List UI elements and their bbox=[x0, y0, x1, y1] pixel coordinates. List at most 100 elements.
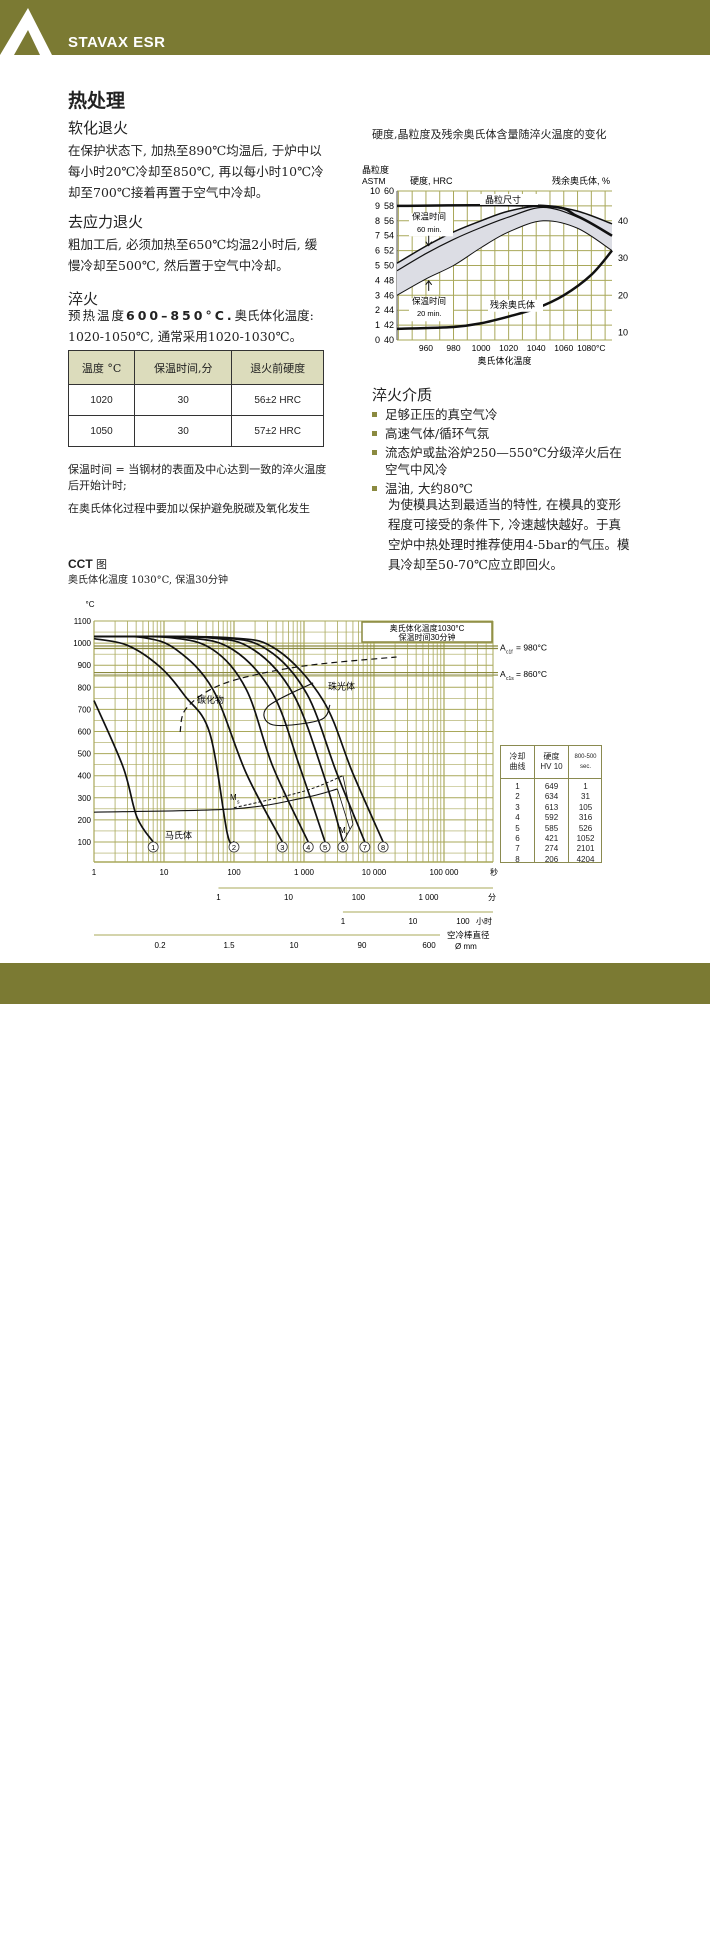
cct-subtitle: 奥氏体化温度 1030°C, 保温30分钟 bbox=[68, 575, 229, 586]
hours-unit: 小时 bbox=[476, 916, 492, 926]
bullet-icon bbox=[372, 450, 377, 455]
x-axis-label: 奥氏体化温度 bbox=[477, 355, 531, 366]
x-tick: 1080°C bbox=[577, 343, 605, 353]
x-tick-diameter: 0.2 bbox=[154, 941, 166, 950]
ac-label: A bbox=[500, 643, 506, 653]
seconds-unit: 秒 bbox=[490, 867, 498, 877]
ms-line bbox=[93, 788, 338, 813]
cell: 56±2 HRC bbox=[231, 384, 324, 416]
box-line: 保温时间30分钟 bbox=[399, 632, 456, 642]
y-tick: 300 bbox=[78, 794, 92, 803]
cct-title: CCT 图 bbox=[68, 556, 107, 572]
x-tick: 980 bbox=[446, 343, 460, 353]
astm-tick: 6 bbox=[375, 246, 380, 256]
mf-sub: f bbox=[346, 832, 348, 838]
x-tick-seconds: 1 000 bbox=[294, 868, 315, 877]
martensite-label: 马氏体 bbox=[165, 830, 192, 841]
table-cell: 4 bbox=[515, 813, 520, 823]
y-tick: 100 bbox=[78, 838, 92, 847]
y-tick: 500 bbox=[78, 750, 92, 759]
col-header: 温度 °C bbox=[67, 350, 136, 385]
ra-axis-label: 残余奥氏体, % bbox=[552, 175, 610, 186]
mf-bracket bbox=[337, 775, 354, 843]
cooling-table: 冷却曲线 1 2 3 4 5 6 7 8 硬度 HV 10 649 634 613 592 585 421 2… bbox=[500, 745, 602, 865]
mf-label: M bbox=[339, 826, 346, 835]
table-cell: 1 bbox=[583, 782, 588, 791]
hold-60-min: 60 min. bbox=[417, 225, 442, 234]
astm-tick: 4 bbox=[375, 275, 380, 285]
cell: 57±2 HRC bbox=[231, 415, 324, 447]
x-tick-seconds: 10 bbox=[160, 868, 169, 877]
cell: 1050 bbox=[67, 415, 136, 447]
series-grain_size bbox=[396, 203, 613, 237]
hrc-tick: 48 bbox=[384, 275, 394, 285]
x-tick-seconds: 100 bbox=[227, 868, 241, 877]
x-tick-minutes: 100 bbox=[352, 893, 366, 902]
hrc-tick: 50 bbox=[384, 261, 394, 271]
table-cell: 206 bbox=[544, 854, 559, 864]
col-values: 1 31 105 316 526 1052 2101 4204 bbox=[569, 779, 602, 865]
table-cell: 7 bbox=[515, 844, 520, 854]
ms-dashed-line bbox=[233, 775, 344, 809]
stress-relief-text: 粗加工后, 必须加热至650℃均温2小时后, 缓慢冷却至500℃, 然后置于空气… bbox=[68, 237, 318, 273]
preheat-label: 预热温度 bbox=[68, 308, 127, 323]
astm-tick: 7 bbox=[375, 231, 380, 241]
y-tick: 900 bbox=[78, 661, 92, 670]
astm-tick: 1 bbox=[375, 320, 380, 330]
ra-tick: 40 bbox=[618, 216, 628, 226]
hrc-tick: 42 bbox=[384, 320, 394, 330]
arrow-down-icon bbox=[425, 235, 433, 247]
table-cell: 1 bbox=[515, 782, 520, 791]
item-text: 流态炉或盐浴炉250—550℃分级淬火后在空气中风冷 bbox=[385, 445, 622, 477]
cooling-curve-1 bbox=[93, 700, 154, 843]
col-curve: 冷却曲线 1 2 3 4 5 6 7 8 bbox=[501, 746, 535, 865]
table-cell: 585 bbox=[544, 823, 559, 833]
label-bg bbox=[409, 213, 453, 237]
col-header: 退火前硬度 bbox=[231, 350, 324, 385]
x-tick: 1040 bbox=[527, 343, 546, 353]
col-header: 硬度 HV 10 bbox=[535, 746, 568, 779]
y-tick: 400 bbox=[78, 772, 92, 781]
table-cell: 3 bbox=[515, 802, 520, 812]
hrc-tick: 40 bbox=[384, 335, 394, 345]
hrc-tick: 60 bbox=[384, 186, 394, 196]
preheat-value: 600–850°C. bbox=[126, 308, 235, 323]
y-tick: 200 bbox=[78, 816, 92, 825]
curve-number: 8 bbox=[381, 843, 385, 852]
list-item: 高速气体/循环气氛 bbox=[372, 425, 632, 442]
footer-band: 6 bbox=[0, 963, 710, 1948]
box-line: 奥氏体化温度1030°C bbox=[390, 623, 465, 633]
table-cell: 105 bbox=[578, 802, 593, 812]
diameter-unit: Ø mm bbox=[455, 942, 477, 951]
pearlite-label: 珠光体 bbox=[328, 681, 355, 692]
cell: 30 bbox=[134, 415, 233, 447]
item-text: 高速气体/循环气氛 bbox=[385, 426, 490, 441]
label-bg bbox=[480, 193, 538, 205]
stress-relief-heading: 去应力退火 bbox=[68, 213, 144, 231]
pearlite-boundary bbox=[263, 682, 331, 727]
cct-title-text: CCT bbox=[68, 557, 93, 571]
bullet-icon bbox=[372, 486, 377, 491]
ra-tick: 30 bbox=[618, 253, 628, 263]
table-cell: 2101 bbox=[576, 844, 595, 854]
curve-number-circle bbox=[319, 841, 331, 853]
x-tick-seconds: 10 000 bbox=[362, 868, 387, 877]
series-retained_austenite bbox=[396, 249, 613, 331]
astm-label: 晶粒度 bbox=[362, 164, 389, 175]
y-tick: 1000 bbox=[73, 639, 91, 648]
hrc-axis-label: 硬度, HRC bbox=[410, 175, 453, 186]
ra-tick: 10 bbox=[618, 328, 628, 338]
astm-tick: 8 bbox=[375, 216, 380, 226]
retained-austenite-label: 残余奥氏体 bbox=[490, 299, 535, 310]
hold-60-label: 保温时间 bbox=[412, 211, 446, 221]
hardness-band bbox=[397, 205, 612, 296]
col-values: 649 634 613 592 585 421 274 206 bbox=[535, 779, 568, 865]
ac-sub: c1f bbox=[506, 650, 513, 656]
list-item: 流态炉或盐浴炉250—550℃分级淬火后在空气中风冷 bbox=[372, 444, 632, 478]
astm-tick: 0 bbox=[375, 335, 380, 345]
table-cell: 316 bbox=[578, 813, 593, 823]
hardness-chart-title: 硬度,晶粒度及残余奥氏体含量随淬火温度的变化 bbox=[372, 128, 607, 141]
table-cell: 4204 bbox=[576, 854, 595, 864]
